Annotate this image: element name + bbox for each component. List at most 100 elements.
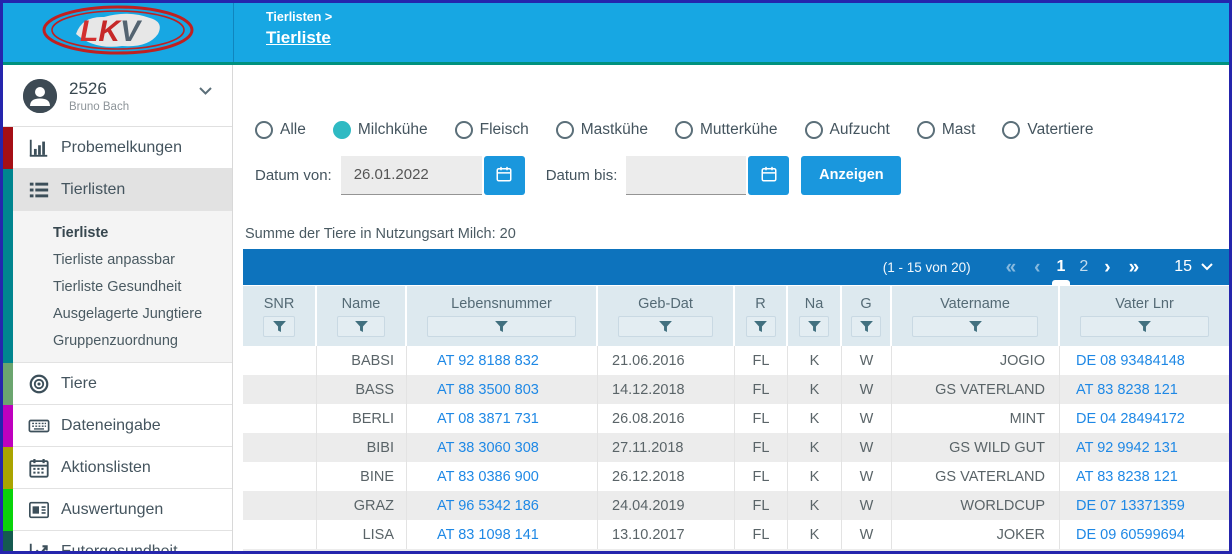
- cell-name: BABSI: [317, 346, 407, 375]
- next-page-button[interactable]: ›: [1104, 256, 1111, 278]
- sidebar-item-label: Aktionslisten: [61, 458, 151, 476]
- radio-option[interactable]: Mastkühe: [555, 121, 648, 139]
- cell-vater-lnr-link[interactable]: AT 83 8238 121: [1076, 468, 1178, 485]
- table-row[interactable]: LISA AT 83 1098 141 13.10.2017 FL K W JO…: [243, 520, 1229, 549]
- table-row[interactable]: BASS AT 88 3500 803 14.12.2018 FL K W GS…: [243, 375, 1229, 404]
- sidebar-item-auswertungen[interactable]: Auswertungen: [3, 489, 232, 531]
- filter-box[interactable]: [851, 315, 881, 337]
- sidebar-subitem[interactable]: Tierliste Gesundheit: [3, 273, 232, 300]
- cell-name: BIBI: [317, 433, 407, 462]
- sidebar-subitem[interactable]: Tierliste anpassbar: [3, 246, 232, 273]
- column-header-name[interactable]: Name: [317, 286, 407, 346]
- table-row[interactable]: GRAZ AT 96 5342 186 24.04.2019 FL K W WO…: [243, 491, 1229, 520]
- sidebar-subitem[interactable]: Gruppenzuordnung: [3, 327, 232, 354]
- column-header-snr[interactable]: SNR: [243, 286, 317, 346]
- cell-vater-lnr-link[interactable]: DE 09 60599694: [1076, 526, 1185, 543]
- cell-snr: [243, 346, 317, 375]
- cell-lebensnummer-link[interactable]: AT 08 3871 731: [407, 404, 598, 433]
- cell-name: LISA: [317, 520, 407, 549]
- funnel-icon: [754, 320, 767, 332]
- last-page-button[interactable]: »: [1128, 256, 1140, 278]
- bar-chart-icon: [27, 136, 51, 160]
- filter-box[interactable]: [912, 315, 1038, 337]
- cell-lebensnummer-link[interactable]: AT 38 3060 308: [407, 433, 598, 462]
- cell-lebensnummer-link[interactable]: AT 83 1098 141: [407, 520, 598, 549]
- date-to-calendar-button[interactable]: [748, 155, 790, 195]
- column-header-vatername[interactable]: Vatername: [892, 286, 1060, 346]
- sidebar-item-dateneingabe[interactable]: Dateneingabe: [3, 405, 232, 447]
- sidebar-subitem[interactable]: Ausgelagerte Jungtiere: [3, 300, 232, 327]
- cell-lebensnummer-link[interactable]: AT 96 5342 186: [407, 491, 598, 520]
- cell-vater-lnr-link[interactable]: DE 08 93484148: [1076, 352, 1185, 369]
- sidebar-item-tiere[interactable]: Tiere: [3, 363, 232, 405]
- sidebar-item-tierlisten[interactable]: Tierlisten: [3, 169, 232, 211]
- radio-option[interactable]: Milchkühe: [332, 121, 428, 139]
- cell-geb-dat: 26.12.2018: [598, 462, 735, 491]
- filter-box[interactable]: [618, 315, 713, 337]
- column-header-vater-lnr[interactable]: Vater Lnr: [1060, 286, 1229, 346]
- table-row[interactable]: BERLI AT 08 3871 731 26.08.2016 FL K W M…: [243, 404, 1229, 433]
- date-from-input[interactable]: [340, 155, 482, 195]
- user-box[interactable]: 2526 Bruno Bach: [3, 65, 232, 127]
- newspaper-icon: [27, 498, 51, 522]
- column-header-geb-dat[interactable]: Geb-Dat: [598, 286, 735, 346]
- funnel-icon: [272, 320, 286, 332]
- column-header-g[interactable]: G: [842, 286, 892, 346]
- prev-page-button[interactable]: ‹: [1034, 256, 1041, 278]
- cell-na: K: [788, 433, 842, 462]
- cell-vater-lnr-link[interactable]: DE 07 13371359: [1076, 497, 1185, 514]
- filter-box[interactable]: [263, 315, 295, 337]
- table-row[interactable]: BINE AT 83 0386 900 26.12.2018 FL K W GS…: [243, 462, 1229, 491]
- date-from-calendar-button[interactable]: [483, 155, 525, 195]
- cell-geb-dat: 27.11.2018: [598, 433, 735, 462]
- logo-zone: LKV: [3, 3, 233, 62]
- sidebar-item-eutergesundheit[interactable]: Eutergesundheit: [3, 531, 232, 551]
- cell-lebensnummer-link[interactable]: AT 83 0386 900: [407, 462, 598, 491]
- funnel-icon: [659, 320, 672, 332]
- radio-option[interactable]: Aufzucht: [804, 121, 890, 139]
- sidebar-subitem[interactable]: Tierliste: [3, 219, 232, 246]
- page-size-dropdown[interactable]: 15: [1174, 258, 1213, 276]
- sidebar-item-aktionslisten[interactable]: Aktionslisten: [3, 447, 232, 489]
- radio-option[interactable]: Vatertiere: [1002, 121, 1093, 139]
- anzeigen-button[interactable]: Anzeigen: [801, 155, 902, 195]
- table-row[interactable]: BIBI AT 38 3060 308 27.11.2018 FL K W GS…: [243, 433, 1229, 462]
- cell-vatername: WORLDCUP: [892, 491, 1060, 520]
- cell-lebensnummer-link[interactable]: AT 92 8188 832: [407, 346, 598, 375]
- radio-circle-icon: [454, 121, 473, 139]
- cell-vater-lnr-link[interactable]: DE 04 28494172: [1076, 410, 1185, 427]
- date-to-input[interactable]: [626, 155, 747, 195]
- radio-option[interactable]: Alle: [255, 121, 306, 139]
- filter-box[interactable]: [799, 315, 829, 337]
- first-page-button[interactable]: «: [1005, 256, 1017, 278]
- cell-lebensnummer-link[interactable]: AT 88 3500 803: [407, 375, 598, 404]
- page-title[interactable]: Tierliste: [266, 28, 331, 47]
- sidebar-item-probemelkungen[interactable]: Probemelkungen: [3, 127, 232, 169]
- cell-vater-lnr-link[interactable]: AT 92 9942 131: [1076, 439, 1178, 456]
- chevron-down-icon[interactable]: [199, 82, 212, 100]
- column-label: Lebensnummer: [451, 295, 552, 312]
- filter-box[interactable]: [1080, 315, 1209, 337]
- pagination-range: (1 - 15 von 20): [882, 259, 971, 275]
- breadcrumb-parent[interactable]: Tierlisten >: [266, 10, 333, 24]
- page-number-2[interactable]: 2: [1079, 258, 1089, 275]
- stripe: [3, 211, 13, 363]
- cell-g: W: [842, 375, 892, 404]
- radio-option[interactable]: Fleisch: [454, 121, 529, 139]
- funnel-icon: [968, 320, 982, 332]
- filter-box[interactable]: [427, 315, 576, 337]
- radio-circle-icon: [332, 121, 351, 139]
- filter-box[interactable]: [337, 315, 385, 337]
- cell-g: W: [842, 520, 892, 549]
- cell-vater-lnr-link[interactable]: AT 83 8238 121: [1076, 381, 1178, 398]
- radio-option[interactable]: Mast: [916, 121, 975, 139]
- page-number-1[interactable]: 1: [1056, 258, 1066, 275]
- column-header-na[interactable]: Na: [788, 286, 842, 346]
- table-row[interactable]: BABSI AT 92 8188 832 21.06.2016 FL K W J…: [243, 346, 1229, 375]
- filter-box[interactable]: [745, 315, 776, 337]
- column-header-lebensnummer[interactable]: Lebensnummer: [407, 286, 598, 346]
- column-header-r[interactable]: R: [735, 286, 788, 346]
- radio-option[interactable]: Mutterkühe: [674, 121, 778, 139]
- radio-circle-icon: [1002, 121, 1021, 139]
